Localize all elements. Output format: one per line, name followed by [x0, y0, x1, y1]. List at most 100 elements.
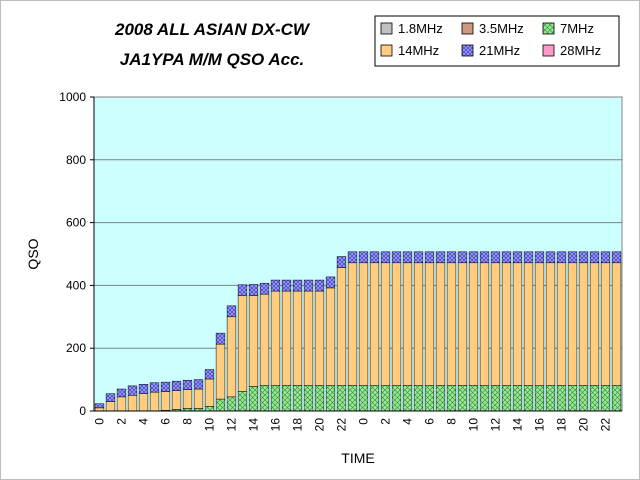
- bar-segment-21mhz: [215, 332, 226, 345]
- bar-segment-14mhz: [336, 267, 347, 386]
- bar-stack: [105, 393, 116, 412]
- bar-stack: [358, 251, 369, 412]
- bar-segment-21mhz: [303, 279, 314, 292]
- bar-segment-21mhz: [116, 388, 127, 398]
- x-tick-label: 10: [467, 418, 481, 432]
- legend-label: 14MHz: [398, 43, 439, 58]
- x-tick-label: 20: [313, 418, 327, 432]
- legend-swatch-14mhz: [380, 44, 393, 57]
- bar-segment-7mhz: [369, 385, 380, 412]
- y-tick-label: 800: [66, 153, 86, 167]
- y-tick-label: 1000: [59, 90, 86, 104]
- bar-segment-21mhz: [380, 251, 391, 264]
- bar-segment-21mhz: [94, 403, 105, 409]
- plot-area: [93, 96, 623, 412]
- x-axis-label: TIME: [341, 450, 374, 466]
- bar-stack: [248, 284, 259, 412]
- x-tick-label: 14: [247, 418, 261, 432]
- bar-segment-21mhz: [424, 251, 435, 264]
- bar-segment-7mhz: [523, 385, 534, 412]
- bar-segment-21mhz: [567, 251, 578, 264]
- x-tick-label: 18: [291, 418, 305, 432]
- bar-stack: [523, 251, 534, 412]
- bar-segment-21mhz: [545, 251, 556, 264]
- bar-stack: [600, 251, 611, 412]
- bar-segment-14mhz: [193, 388, 204, 409]
- bar-segment-21mhz: [556, 251, 567, 264]
- bar-segment-14mhz: [457, 262, 468, 386]
- bar-stack: [314, 279, 325, 412]
- bar-stack: [457, 251, 468, 412]
- bar-segment-14mhz: [270, 290, 281, 386]
- bar-segment-7mhz: [336, 385, 347, 412]
- bar-stack: [402, 251, 413, 412]
- y-axis-label: QSO: [25, 238, 41, 269]
- bar-segment-14mhz: [380, 262, 391, 386]
- legend-label: 7MHz: [560, 21, 594, 36]
- bar-segment-7mhz: [237, 391, 248, 412]
- bar-segment-14mhz: [237, 295, 248, 392]
- bar-segment-14mhz: [127, 395, 138, 412]
- bar-segment-14mhz: [512, 262, 523, 386]
- bar-segment-7mhz: [556, 385, 567, 412]
- x-tick-label: 12: [225, 418, 239, 432]
- bar-stack: [336, 256, 347, 412]
- bar-segment-14mhz: [171, 390, 182, 410]
- bar-segment-21mhz: [270, 279, 281, 292]
- bar-segment-14mhz: [446, 262, 457, 386]
- x-tick-label: 12: [489, 418, 503, 432]
- x-tick-label: 0: [357, 418, 371, 425]
- bar-segment-7mhz: [380, 385, 391, 412]
- bar-stack: [138, 384, 149, 412]
- bar-stack: [413, 251, 424, 412]
- y-tick-label: 400: [66, 278, 86, 292]
- bar-segment-7mhz: [292, 385, 303, 412]
- legend-swatch-3-5mhz: [461, 22, 474, 35]
- x-tick-label: 18: [555, 418, 569, 432]
- bar-segment-14mhz: [501, 262, 512, 386]
- bar-segment-7mhz: [248, 386, 259, 412]
- bar-segment-21mhz: [369, 251, 380, 264]
- bar-stack: [435, 251, 446, 412]
- bar-segment-7mhz: [578, 385, 589, 412]
- x-tick-label: 16: [269, 418, 283, 432]
- bar-segment-7mhz: [600, 385, 611, 412]
- bar-segment-14mhz: [105, 401, 116, 412]
- bar-segment-14mhz: [369, 262, 380, 386]
- bar-stack: [556, 251, 567, 412]
- x-tick-label: 8: [181, 418, 195, 425]
- bar-stack: [534, 251, 545, 412]
- x-tick-label: 6: [159, 418, 173, 425]
- bar-segment-7mhz: [479, 385, 490, 412]
- bar-segment-21mhz: [292, 279, 303, 292]
- bar-segment-7mhz: [270, 385, 281, 412]
- bar-segment-7mhz: [215, 398, 226, 412]
- bar-segment-14mhz: [314, 290, 325, 386]
- bar-segment-14mhz: [567, 262, 578, 386]
- bar-stacks: [94, 251, 622, 412]
- x-tick-label: 2: [379, 418, 393, 425]
- bar-segment-7mhz: [589, 385, 600, 412]
- bar-stack: [281, 279, 292, 412]
- bar-segment-14mhz: [578, 262, 589, 386]
- bar-segment-7mhz: [402, 385, 413, 412]
- bar-stack: [149, 382, 160, 412]
- bar-segment-14mhz: [358, 262, 369, 386]
- bar-segment-7mhz: [281, 385, 292, 412]
- y-tick-label: 200: [66, 341, 86, 355]
- bar-stack: [446, 251, 457, 412]
- legend-swatch-28mhz: [542, 44, 555, 57]
- bar-segment-7mhz: [512, 385, 523, 412]
- bar-segment-7mhz: [259, 385, 270, 412]
- bar-segment-7mhz: [457, 385, 468, 412]
- bar-stack: [325, 276, 336, 412]
- bar-segment-21mhz: [347, 251, 358, 264]
- bar-segment-21mhz: [127, 385, 138, 396]
- bar-segment-21mhz: [237, 284, 248, 297]
- bar-segment-21mhz: [281, 279, 292, 292]
- chart-title-line1: 2008 ALL ASIAN DX-CW: [115, 20, 309, 39]
- legend-swatch-7mhz: [542, 22, 555, 35]
- bar-stack: [578, 251, 589, 412]
- bar-segment-21mhz: [248, 284, 259, 296]
- bar-segment-14mhz: [402, 262, 413, 386]
